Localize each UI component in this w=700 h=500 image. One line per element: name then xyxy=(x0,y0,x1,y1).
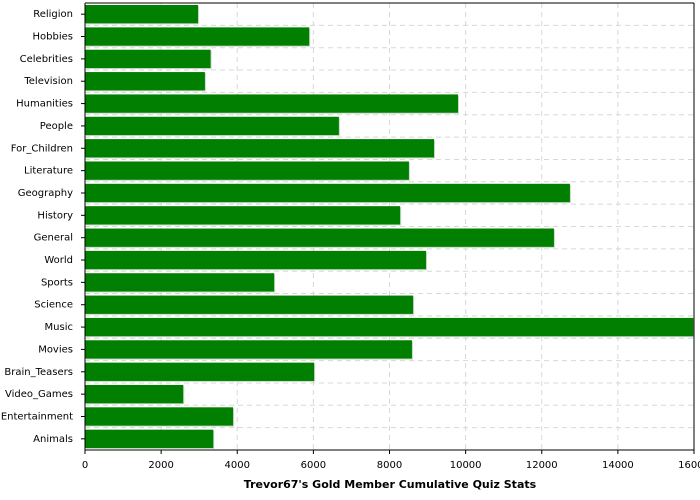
x-tick-label: 10000 xyxy=(450,460,482,471)
bar xyxy=(85,139,435,158)
bar xyxy=(85,72,205,91)
y-tick-label: Sports xyxy=(41,277,73,288)
y-tick-label: Entertainment xyxy=(1,411,73,422)
bar xyxy=(85,407,234,426)
bar xyxy=(85,295,414,314)
y-tick-label: General xyxy=(34,233,73,244)
y-tick-label: Animals xyxy=(33,434,73,445)
bar xyxy=(85,250,427,270)
bar xyxy=(85,94,459,113)
chart-title: Trevor67's Gold Member Cumulative Quiz S… xyxy=(244,478,537,491)
x-tick-label: 2000 xyxy=(148,460,173,471)
x-tick-label: 6000 xyxy=(301,460,326,471)
bar xyxy=(85,362,315,381)
y-tick-label: Video_Games xyxy=(5,389,73,400)
bar xyxy=(85,429,214,448)
y-tick-label: Geography xyxy=(18,188,73,199)
bar xyxy=(85,5,199,24)
bar xyxy=(85,273,275,292)
y-tick-label: For_Children xyxy=(11,143,73,154)
y-tick-label: Humanities xyxy=(16,99,73,110)
x-tick-label: 0 xyxy=(82,460,88,471)
bar xyxy=(85,116,339,136)
y-tick-label: History xyxy=(37,210,73,221)
y-tick-label: Television xyxy=(23,76,73,87)
y-tick-label: Religion xyxy=(33,9,73,20)
bar xyxy=(85,317,694,337)
x-tick-label: 12000 xyxy=(526,460,558,471)
bar xyxy=(85,384,184,404)
y-tick-label: Hobbies xyxy=(33,32,73,43)
y-tick-label: Music xyxy=(45,322,73,333)
x-tick-label: 4000 xyxy=(225,460,250,471)
y-tick-label: Literature xyxy=(24,166,73,177)
y-tick-label: Brain_Teasers xyxy=(4,367,73,378)
bar xyxy=(85,49,211,69)
bar xyxy=(85,183,570,203)
y-tick-label: People xyxy=(40,121,73,132)
bar xyxy=(85,340,412,359)
y-tick-label: Celebrities xyxy=(20,54,73,65)
x-tick-label: 14000 xyxy=(602,460,634,471)
x-tick-label: 16000 xyxy=(678,460,700,471)
bar xyxy=(85,228,554,247)
bar xyxy=(85,206,401,225)
bar xyxy=(85,27,310,46)
y-tick-label: World xyxy=(44,255,73,266)
bar xyxy=(85,161,409,180)
y-tick-label: Science xyxy=(34,300,73,311)
x-tick-label: 8000 xyxy=(377,460,402,471)
y-tick-label: Movies xyxy=(38,344,73,355)
